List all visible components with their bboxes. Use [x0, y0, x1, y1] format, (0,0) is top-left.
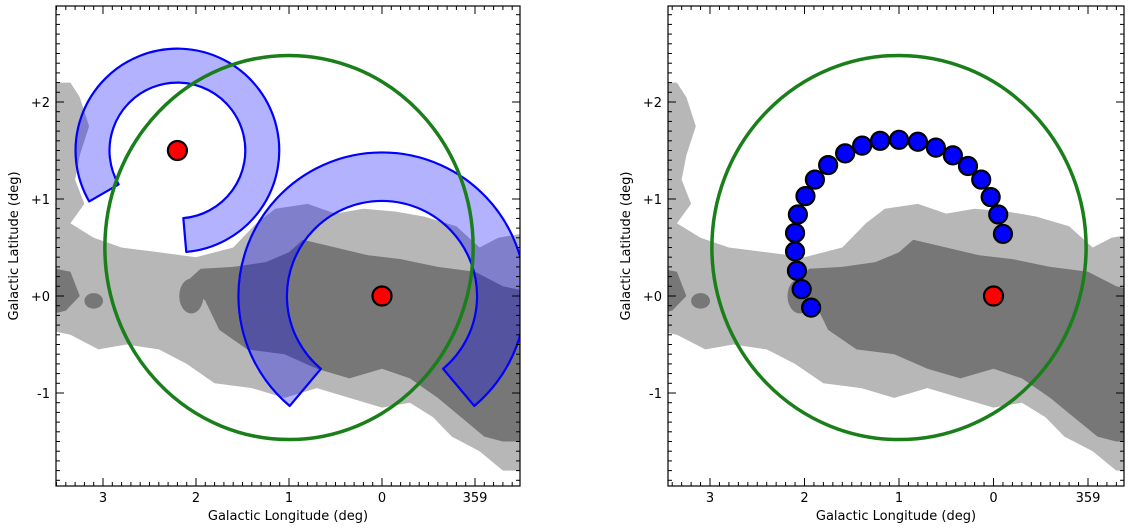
y-tick-label: +1	[31, 193, 50, 208]
blue-point-20	[988, 204, 1009, 225]
cloud-dark	[795, 239, 1124, 442]
blue-point-19	[980, 186, 1001, 208]
blue-point-11	[852, 135, 873, 156]
fov-circle	[103, 53, 475, 442]
x-axis-label: Galactic Longitude (deg)	[208, 509, 368, 524]
y-tick-label: -1	[649, 387, 662, 402]
y-tick-label: +0	[643, 290, 662, 305]
source-point-1	[982, 285, 1005, 307]
y-tick-label: +2	[31, 96, 50, 111]
blue-point-12	[869, 130, 891, 151]
blue-point-13	[888, 129, 910, 150]
y-tick-label: +0	[31, 290, 50, 305]
tick-marks	[668, 6, 1124, 486]
x-tick-label: 3	[99, 491, 107, 506]
blue-point-14	[907, 131, 929, 152]
y-axis-label: Galactic Latitude (deg)	[619, 171, 634, 320]
blue-point-10	[835, 143, 856, 164]
x-tick-label: 1	[895, 491, 903, 506]
cloud-dark-edge	[56, 268, 80, 314]
blue-point-18	[971, 169, 992, 190]
plot-area	[56, 47, 520, 471]
blue-point-16	[942, 145, 963, 166]
blue-point-9	[818, 154, 839, 176]
plot-frame	[667, 5, 1125, 487]
cloud-blob	[84, 293, 103, 309]
x-tick-label: 3	[706, 491, 714, 506]
source-point-1	[166, 139, 188, 162]
plot-area	[668, 53, 1124, 471]
x-tick-label: 1	[285, 491, 293, 506]
x-tick-label: 0	[989, 491, 997, 506]
left-panel: 3 2 1 0 359 +2 +1 +0 -1 Galactic Longitude (deg) G…	[7, 5, 521, 524]
x-tick-label: 0	[378, 491, 386, 506]
fov-circle	[710, 53, 1088, 442]
blue-point-3	[786, 260, 808, 281]
blue-point-1	[801, 297, 822, 318]
x-tick-label: 359	[1076, 491, 1101, 506]
y-tick-label: +1	[643, 193, 662, 208]
blue-point-8	[804, 169, 825, 190]
y-tick-label: -1	[37, 387, 50, 402]
y-tick-label: +2	[643, 96, 662, 111]
arc-band-1	[74, 47, 281, 254]
blue-point-2	[791, 279, 812, 300]
x-axis-label: Galactic Longitude (deg)	[816, 509, 976, 524]
cloud-blob	[691, 293, 710, 309]
plot-frame	[55, 5, 521, 487]
cloud-dark	[186, 239, 520, 442]
blue-point-5	[784, 222, 806, 244]
cloud-dark-edge	[668, 269, 687, 312]
blue-point-4	[784, 241, 806, 262]
x-tick-label: 2	[800, 491, 808, 506]
blue-point-21	[992, 223, 1014, 245]
x-tick-label: 359	[463, 491, 488, 506]
blue-point-7	[795, 185, 816, 207]
blue-point-15	[925, 137, 946, 158]
tick-marks	[56, 6, 520, 486]
cloud-blob	[179, 278, 204, 314]
arc-band-2	[237, 151, 520, 408]
source-point-2	[371, 285, 393, 307]
y-axis-label: Galactic Latitude (deg)	[7, 171, 22, 320]
blue-point-17	[957, 155, 979, 177]
right-panel: 3 2 1 0 359 +2 +1 +0 -1 Galactic Longitude (deg) G…	[619, 5, 1125, 524]
blue-point-6	[787, 204, 808, 225]
x-tick-label: 2	[192, 491, 200, 506]
